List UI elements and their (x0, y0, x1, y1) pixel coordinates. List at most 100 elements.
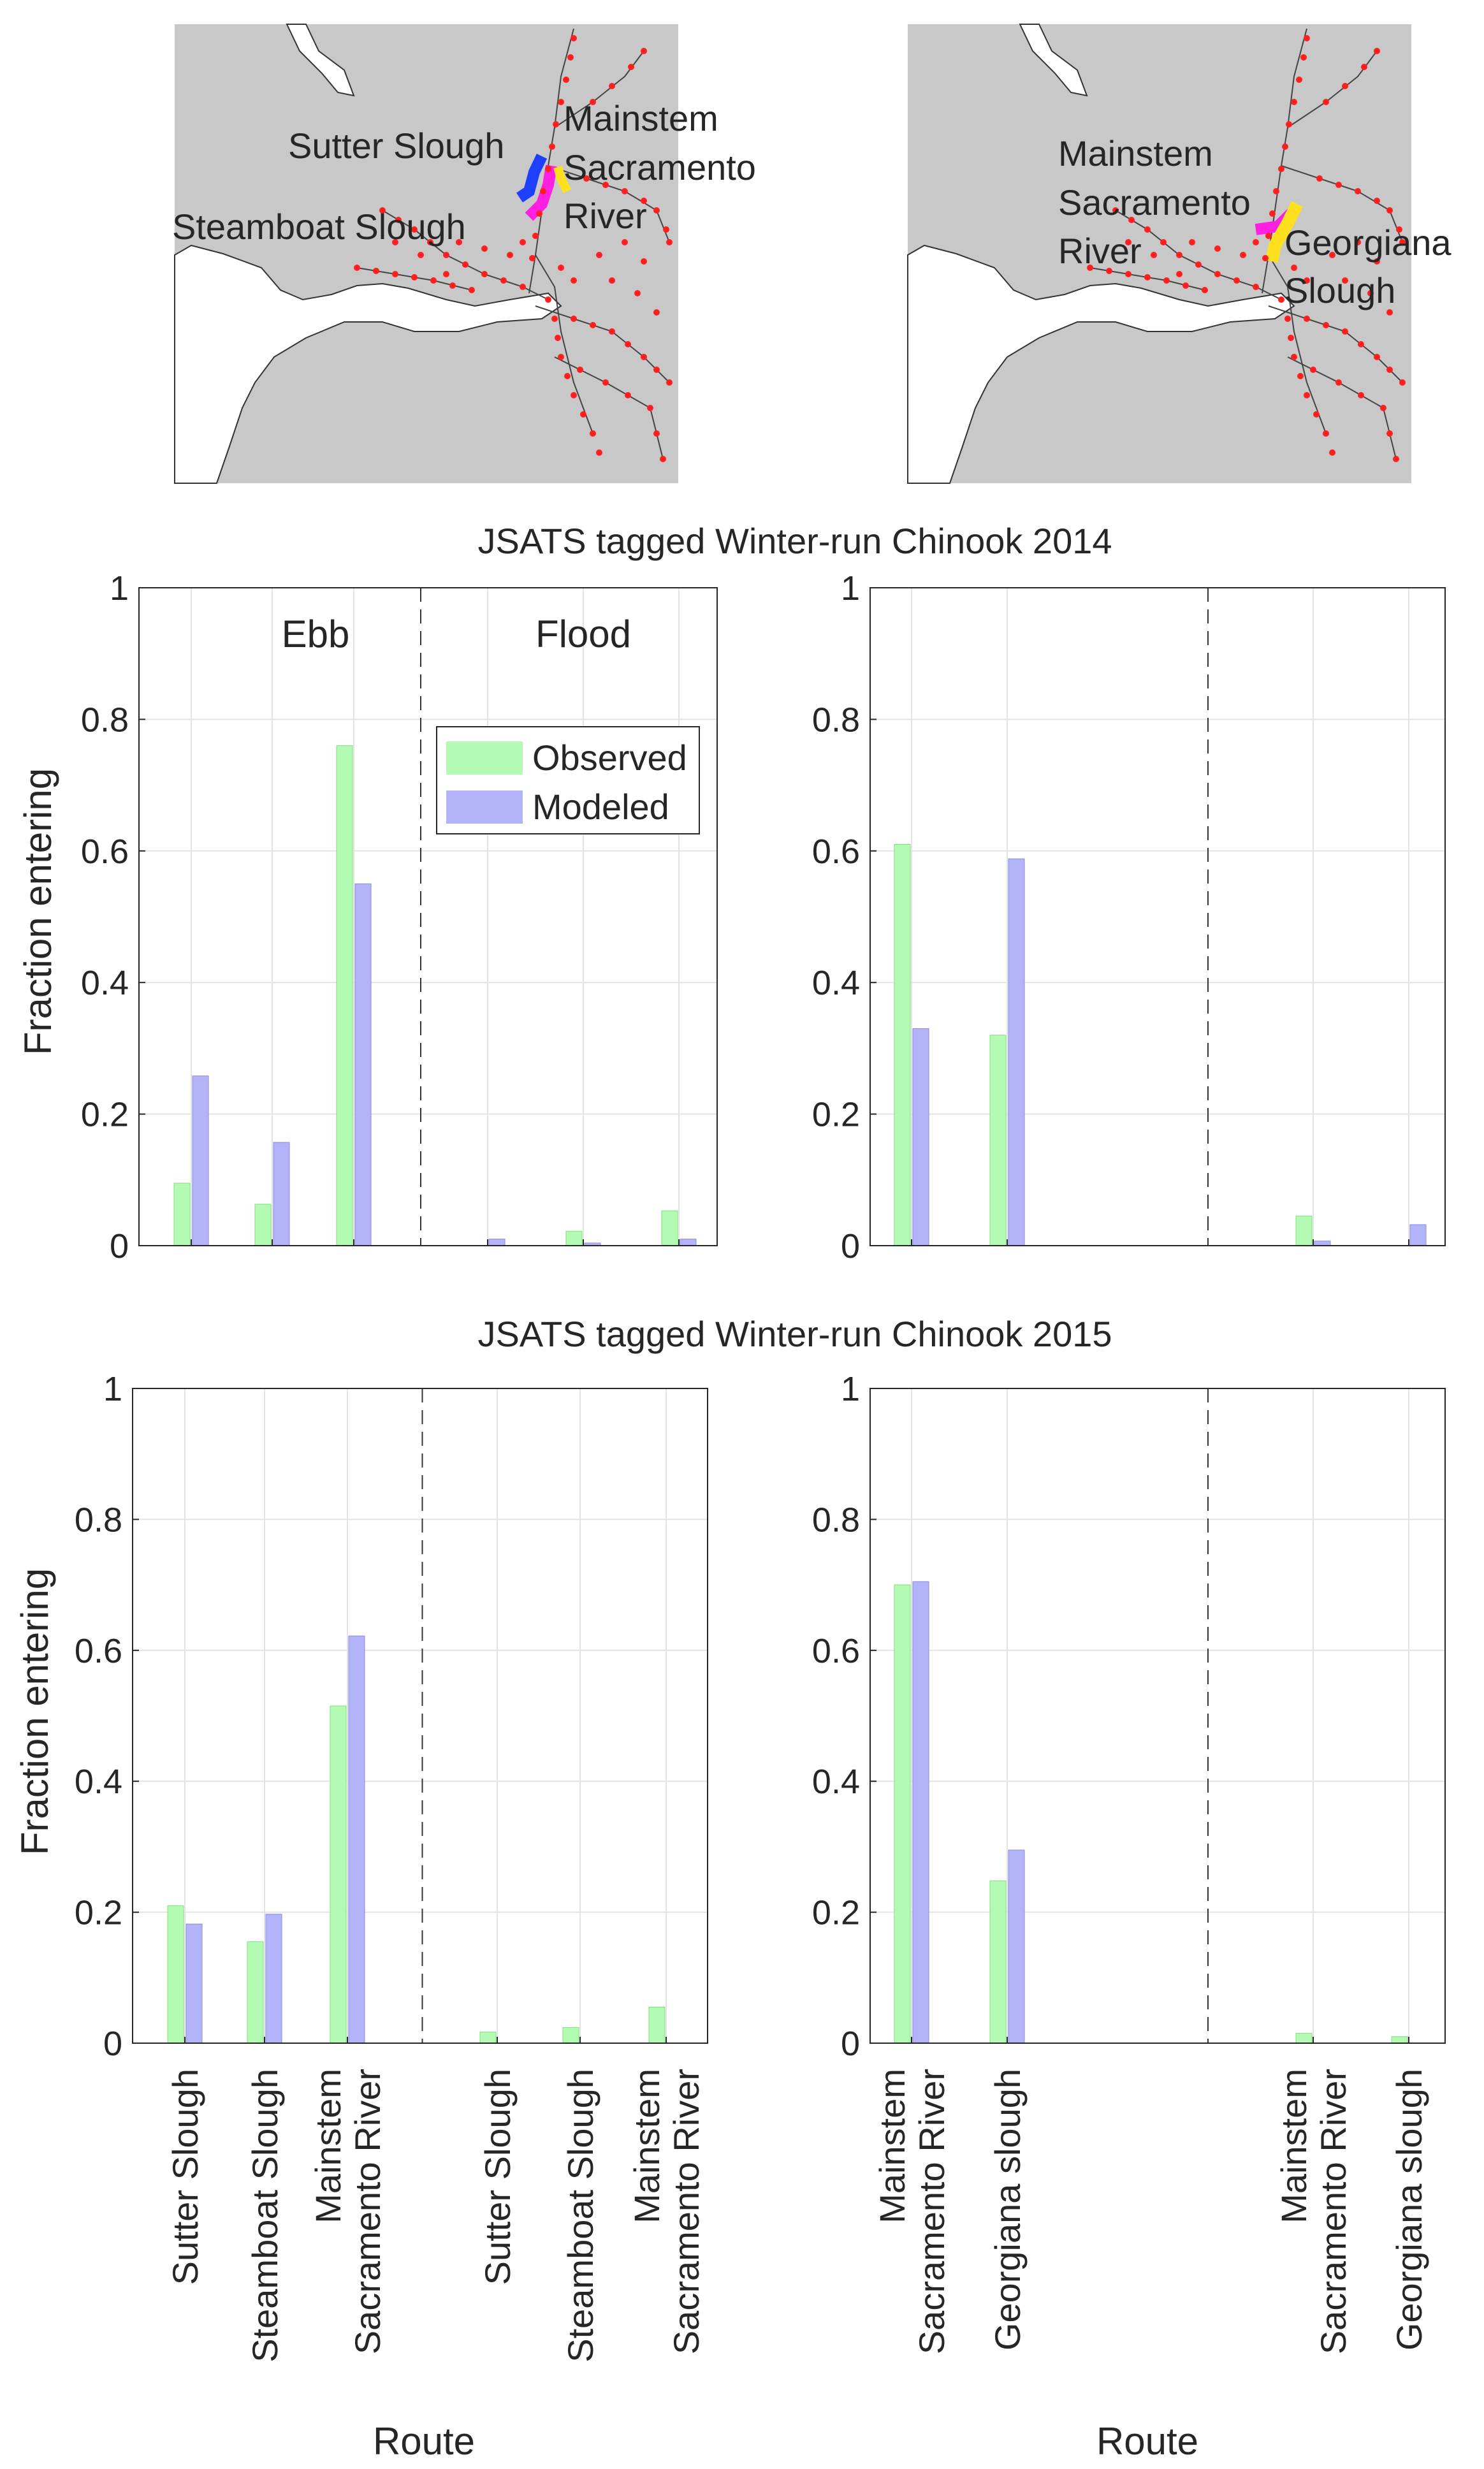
node-marker (462, 261, 469, 268)
node-marker (1393, 456, 1399, 462)
xlabel-left: Route (373, 2420, 475, 2463)
plot-area (870, 1388, 1445, 2043)
bar-observed (661, 1210, 678, 1246)
xtick-label: Sutter Slough (477, 2069, 518, 2285)
node-marker (625, 392, 631, 398)
node-marker (1399, 379, 1406, 386)
node-marker (1323, 322, 1329, 328)
node-marker (641, 258, 647, 265)
node-marker (609, 328, 615, 335)
node-marker (660, 456, 666, 462)
node-marker (1335, 379, 1342, 386)
node-marker (558, 265, 564, 271)
node-marker (1355, 239, 1361, 245)
node-marker (1262, 255, 1269, 261)
node-marker (558, 354, 564, 360)
node-marker (1313, 411, 1320, 418)
map-label-mainstem: Mainstem (564, 98, 718, 138)
node-marker (1240, 252, 1246, 258)
node-marker (1300, 54, 1307, 61)
node-marker (1399, 239, 1406, 245)
bar-modeled (912, 1028, 929, 1246)
map-label-steamboat-slough: Steamboat Slough (172, 207, 466, 247)
node-marker (545, 166, 551, 172)
bar-modeled (1409, 1224, 1427, 1246)
xtick-label: Sutter Slough (165, 2069, 205, 2285)
bar-modeled (186, 1923, 203, 2044)
node-marker (590, 99, 596, 105)
node-marker (1342, 83, 1348, 89)
node-marker (1106, 268, 1112, 274)
title-2015: JSATS tagged Winter-run Chinook 2015 (477, 1314, 1112, 1354)
node-marker (647, 405, 653, 411)
node-marker (1163, 277, 1170, 284)
node-marker (641, 198, 647, 204)
node-marker (1386, 207, 1393, 214)
node-marker (1358, 341, 1364, 347)
node-marker (558, 99, 564, 105)
node-marker (1329, 252, 1335, 258)
node-marker (1128, 217, 1135, 223)
node-marker (567, 54, 574, 61)
ylabel-2015: Fraction entering (13, 1568, 56, 1855)
node-marker (1367, 290, 1374, 296)
node-marker (500, 277, 507, 284)
region-label-ebb: Ebb (282, 613, 350, 655)
bar-observed (562, 2027, 579, 2044)
xtick-label: Sacramento River (1313, 2069, 1353, 2354)
node-marker (1396, 226, 1402, 233)
ytick-label: 0 (841, 1227, 860, 1265)
chart-panel-2014-left: 0 0.2 0.4 0.6 0.8 1 (81, 569, 718, 1265)
bar-observed (989, 1880, 1007, 2044)
axes-box (869, 587, 1446, 1246)
bay-water (174, 244, 562, 484)
node-marker (1278, 166, 1284, 172)
node-marker (622, 188, 628, 194)
ytick-label: 0.8 (75, 1501, 122, 1539)
bar-observed (330, 1705, 347, 2044)
map-label-slough: Slough (1284, 270, 1395, 310)
node-marker (602, 379, 609, 386)
node-marker (411, 226, 418, 233)
bar-modeled (912, 1581, 929, 2044)
xtick-label: Sacramento River (666, 2069, 706, 2354)
ytick-label: 0.4 (75, 1763, 122, 1801)
node-marker (1296, 76, 1302, 83)
route-highlight-blue (516, 154, 548, 203)
node-marker (1288, 335, 1294, 341)
node-marker (1286, 121, 1292, 127)
node-marker (551, 316, 558, 322)
xtick-label: Mainstem (627, 2069, 667, 2224)
node-marker (563, 76, 569, 83)
node-marker (354, 265, 360, 271)
legend-swatch-modeled (446, 790, 523, 824)
node-marker (392, 239, 398, 245)
node-marker (1374, 354, 1380, 360)
node-marker (628, 64, 634, 70)
route-highlight-yellow (1265, 201, 1303, 263)
ytick-label: 0 (110, 1227, 129, 1265)
legend: Observed Modeled (436, 726, 700, 834)
node-marker (1329, 449, 1335, 456)
xtick-label: Mainstem (872, 2069, 912, 2224)
node-marker (1374, 258, 1380, 265)
map-panel-right: Mainstem Sacramento River Georgiana Slou… (907, 24, 1451, 484)
bay-water (907, 244, 1295, 484)
bar-observed (173, 1183, 191, 1246)
node-marker (663, 226, 669, 233)
node-marker (1214, 245, 1221, 252)
ytick-label: 1 (841, 569, 860, 608)
node-marker (609, 277, 615, 284)
node-marker (1160, 239, 1167, 245)
node-marker (590, 322, 596, 328)
ytick-label: 0.4 (812, 964, 860, 1002)
bar-modeled (273, 1142, 290, 1246)
node-markers (354, 35, 673, 462)
ytick-label: 0.8 (81, 701, 129, 739)
map-background (175, 24, 678, 483)
bar-observed (648, 2007, 666, 2044)
node-marker (571, 35, 577, 41)
map-label-sutter-slough: Sutter Slough (288, 126, 504, 166)
node-marker (564, 373, 571, 379)
